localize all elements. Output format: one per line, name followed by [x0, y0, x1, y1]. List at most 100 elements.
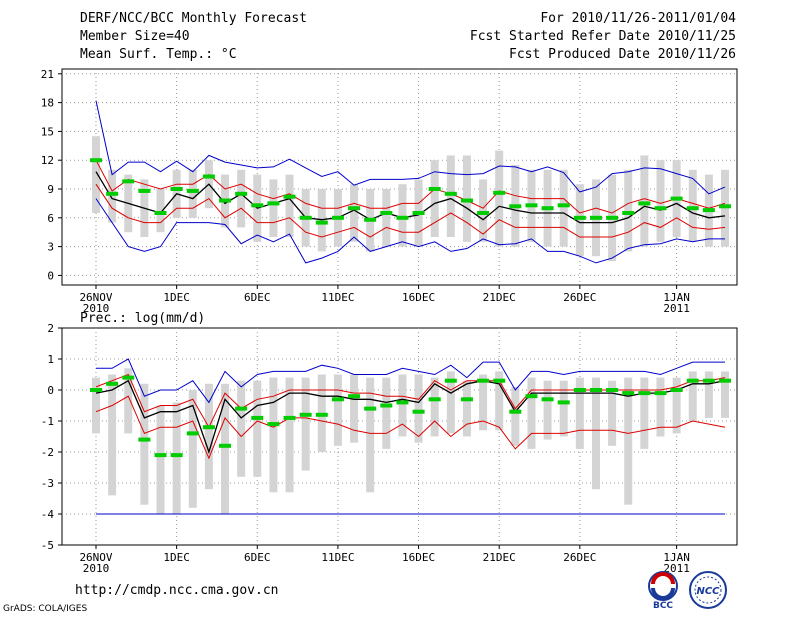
median-marker — [186, 431, 199, 436]
spread-box — [414, 374, 423, 443]
x-tick-label: 6DEC — [244, 291, 271, 304]
median-marker — [509, 409, 522, 414]
spread-box — [575, 377, 584, 449]
spread-box — [640, 377, 649, 449]
median-marker — [170, 453, 183, 458]
source-url[interactable]: http://cmdp.ncc.cma.gov.cn — [75, 583, 279, 598]
y-tick-label: 18 — [41, 97, 54, 110]
y-tick-label: -2 — [41, 446, 54, 459]
spread-box — [704, 371, 713, 418]
member-size-label: Member Size=40 — [80, 29, 190, 44]
median-marker — [525, 394, 538, 399]
median-marker — [638, 201, 651, 206]
spread-box — [285, 174, 294, 237]
x-tick-label: 26NOV — [79, 291, 112, 304]
median-marker — [444, 378, 457, 383]
y-tick-label: 15 — [41, 125, 54, 138]
spread-box — [221, 383, 230, 514]
median-marker — [460, 397, 473, 402]
median-marker — [493, 190, 506, 195]
y-tick-label: -1 — [41, 415, 54, 428]
median-marker — [573, 215, 586, 220]
p90-line — [95, 159, 726, 214]
forecast-produced-label: Fcst Produced Date 2010/11/26 — [509, 47, 736, 62]
spread-box — [140, 383, 149, 505]
median-marker — [331, 397, 344, 402]
median-marker — [348, 206, 361, 211]
spread-box — [124, 368, 133, 434]
median-marker — [622, 391, 635, 396]
y-tick-label: -4 — [41, 508, 55, 521]
median-marker — [428, 187, 441, 191]
median-marker — [90, 158, 102, 163]
spread-box — [382, 189, 391, 247]
median-marker — [686, 206, 699, 211]
x-tick-year-label: 2010 — [83, 562, 110, 575]
bcc-logo: BCC — [641, 570, 685, 611]
spread-box — [398, 184, 407, 247]
median-marker — [170, 187, 183, 191]
spread-box — [624, 169, 633, 252]
x-tick-label: 1JAN — [663, 291, 690, 304]
median-marker — [557, 203, 570, 208]
x-tick-label: 11DEC — [321, 291, 354, 304]
y-tick-label: 1 — [47, 353, 54, 366]
x-tick-label: 26DEC — [563, 551, 596, 564]
y-tick-label: 3 — [47, 241, 54, 254]
forecast-period-label: For 2010/11/26-2011/01/04 — [540, 11, 736, 26]
median-marker — [719, 204, 731, 209]
bcc-logo-text: BCC — [653, 601, 673, 610]
x-tick-label: 1JAN — [663, 551, 690, 564]
spread-box — [188, 169, 197, 218]
spread-box — [398, 374, 407, 437]
median-marker — [493, 378, 506, 383]
median-marker — [477, 378, 490, 383]
median-marker — [460, 198, 473, 203]
median-marker — [428, 397, 441, 402]
x-tick-label: 16DEC — [402, 291, 435, 304]
median-marker — [589, 388, 602, 392]
median-marker — [670, 388, 683, 392]
spread-box — [624, 377, 633, 505]
spread-box — [366, 377, 375, 493]
y-tick-label: 6 — [47, 212, 54, 225]
spread-box — [237, 169, 246, 228]
y-tick-label: 21 — [41, 68, 54, 81]
spread-box — [430, 160, 439, 237]
spread-box — [591, 377, 600, 490]
spread-box — [511, 386, 520, 446]
median-marker — [702, 208, 715, 213]
median-marker — [606, 388, 619, 392]
median-marker — [299, 412, 312, 417]
x-tick-label: 21DEC — [483, 551, 516, 564]
spread-box — [333, 374, 342, 446]
median-marker — [251, 415, 264, 420]
max-line — [95, 100, 726, 195]
x-tick-year-label: 2010 — [83, 302, 110, 315]
spread-box — [108, 169, 117, 223]
min-line — [95, 198, 725, 264]
x-tick-label: 26NOV — [79, 551, 112, 564]
p90-line — [95, 373, 726, 429]
x-tick-label: 26DEC — [563, 291, 596, 304]
median-marker — [444, 191, 457, 196]
spread-box — [92, 377, 100, 434]
median-marker — [283, 415, 296, 420]
median-marker — [122, 179, 135, 184]
median-marker — [412, 211, 425, 215]
ncc-logo-text: NCC — [696, 586, 720, 597]
median-marker — [283, 194, 296, 199]
spread-box — [688, 371, 697, 421]
spread-box — [108, 374, 117, 496]
spread-box — [430, 377, 439, 437]
spread-box — [495, 371, 504, 431]
median-marker — [348, 394, 361, 399]
spread-box — [446, 371, 455, 434]
median-marker — [267, 422, 280, 427]
median-marker — [380, 211, 393, 215]
grads-credit: GrADS: COLA/IGES — [3, 604, 88, 614]
y-tick-label: 12 — [41, 154, 54, 167]
spread-box — [527, 377, 536, 449]
